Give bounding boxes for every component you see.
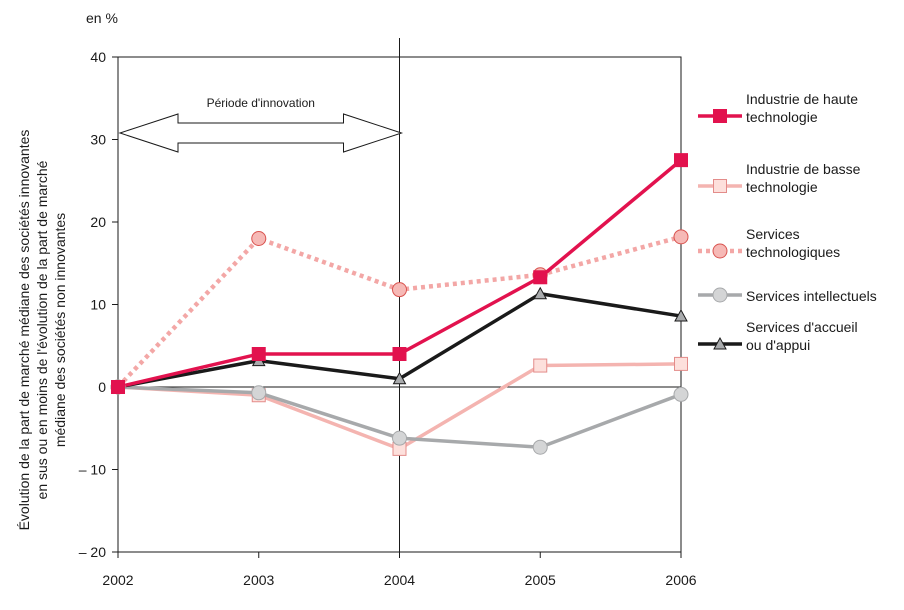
x-tick-label: 2005: [525, 572, 556, 588]
series-2-point-2006: [673, 229, 689, 245]
annotation-text: Période d'innovation: [207, 96, 315, 110]
series-2-point-2004: [392, 282, 407, 298]
legend-marker: [712, 243, 728, 259]
series-2-point-2003: [251, 231, 267, 246]
series-1-point-2005: [533, 358, 548, 373]
series-0-point-2003: [251, 347, 266, 361]
innovation-period-annotation: Période d'innovation: [118, 96, 404, 153]
series-4-point-2006: [674, 309, 688, 322]
y-tick-label: 20: [90, 214, 106, 230]
legend-symbol: [698, 243, 742, 259]
legend-marker: [713, 109, 727, 123]
series-0-point-2005: [533, 270, 548, 285]
legend-label: Industrie de basse technologie: [746, 161, 861, 195]
y-tick-label: 0: [98, 379, 106, 395]
series-1-point-2006: [674, 356, 688, 371]
chart-markers: [110, 153, 689, 456]
legend-label: Services intellectuels: [746, 288, 877, 304]
legend-marker: [713, 179, 727, 193]
x-tick-label: 2004: [384, 572, 415, 588]
series-3-point-2003: [251, 385, 267, 401]
y-tick-label: 30: [90, 132, 106, 148]
legend-symbol: [698, 109, 742, 123]
legend-marker: [713, 336, 727, 350]
y-tick-label: – 20: [79, 544, 106, 560]
series-0-point-2002: [111, 380, 125, 394]
series-3-point-2004: [392, 430, 407, 446]
series-4-point-2005: [533, 286, 548, 300]
unit-label: en %: [86, 10, 118, 26]
y-tick-label: 10: [90, 297, 106, 313]
legend-marker: [712, 287, 728, 303]
double-arrow: [118, 113, 404, 153]
legend-symbol: [698, 336, 742, 350]
legend-symbol: [698, 179, 742, 193]
series-3-point-2006: [673, 386, 689, 402]
chart-axes: 40 30 20 10 0 – 10 – 20 2002 2003 2004 2005 2006: [79, 38, 697, 588]
y-tick-label: – 10: [79, 462, 106, 478]
series-0-point-2004: [392, 347, 407, 361]
legend-label: Industrie de haute technologie: [746, 91, 859, 125]
series-4-point-2004: [392, 371, 407, 385]
x-tick-label: 2003: [243, 572, 274, 588]
x-tick-label: 2002: [102, 572, 133, 588]
legend-label: Services technologiques: [746, 226, 841, 260]
series-3-point-2005: [532, 439, 548, 455]
y-tick-label: 40: [90, 49, 106, 65]
x-tick-label: 2006: [665, 572, 696, 588]
series-0-point-2006: [674, 153, 688, 168]
legend-symbol: [698, 287, 742, 303]
line-chart: 40 30 20 10 0 – 10 – 20 2002 2003 2004 2005 2006 Pé…: [79, 38, 697, 588]
legend-label: Services d'accueil ou d'appui: [746, 319, 858, 353]
